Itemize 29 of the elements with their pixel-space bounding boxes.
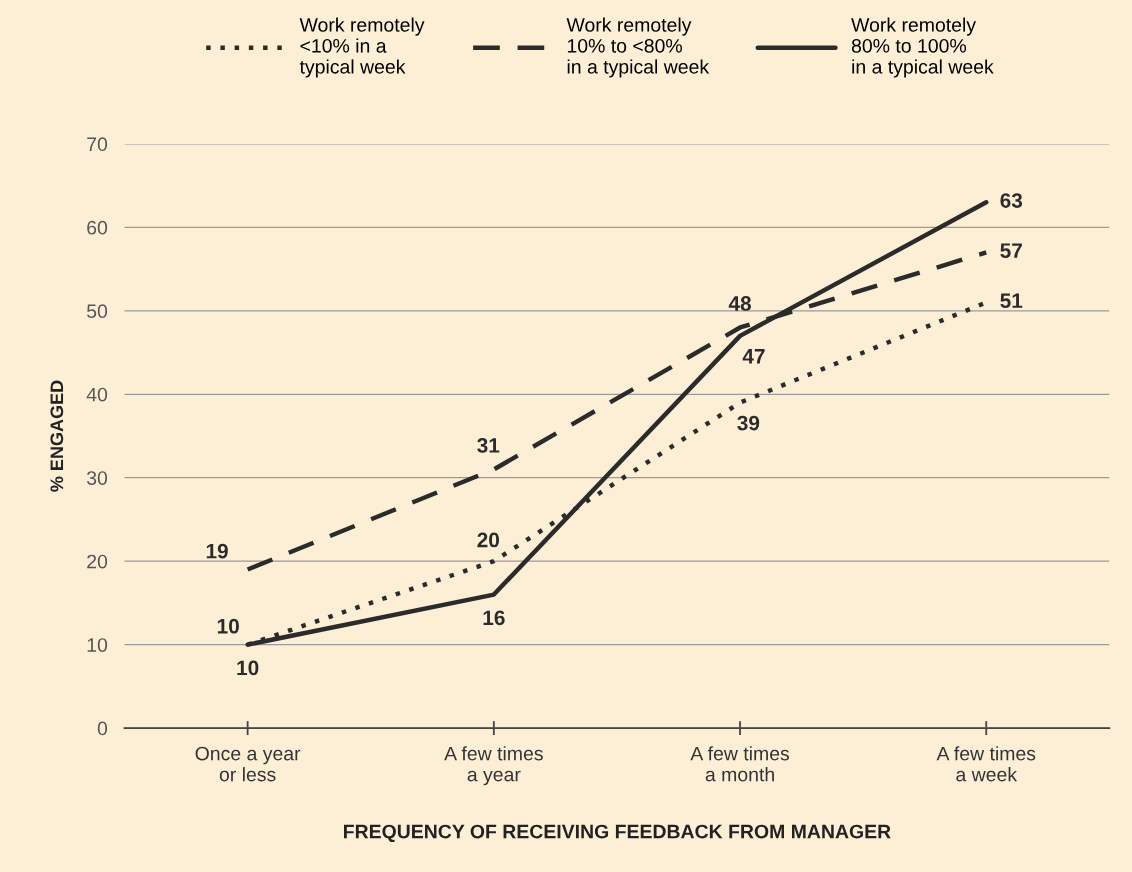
y-tick-label: 20 [87,554,108,569]
x-tick-label: A few times a month [690,746,790,782]
y-tick-label: 50 [87,304,108,319]
x-tick-label: A few times a year [444,746,543,786]
data-label: 10 [217,618,239,634]
y-tick-label: 60 [87,220,108,235]
x-axis-title: FREQUENCY OF RECEIVING FEEDBACK FROM MANAGER [344,824,891,843]
y-axis-title: % ENGAGED [50,380,64,492]
legend-label: Work remotely <10% in a typical week [299,17,425,78]
data-label: 19 [206,543,228,559]
y-tick-label: 30 [86,471,108,485]
y-tick-label: 70 [87,137,108,152]
data-label: 39 [737,415,760,431]
data-label: 10 [237,660,259,676]
data-label: 20 [477,532,500,548]
data-label: 31 [477,438,500,453]
x-tick-label: Once a year or less [195,746,301,782]
data-label: 51 [1000,293,1023,309]
data-label: 47 [742,349,765,364]
data-label: 57 [1000,243,1022,258]
data-label: 63 [1000,193,1023,208]
legend-label: Work remotely 10% to <80% in a typical week [566,17,710,78]
x-tick-label: A few times a week [936,746,1036,782]
data-label: 16 [483,610,505,626]
legend-label: Work remotely 80% to 100% in a typical week [851,17,994,78]
data-label: 48 [728,296,751,311]
y-tick-label: 10 [87,638,108,652]
y-tick-label: 40 [86,387,108,402]
y-tick-label: 0 [97,721,108,736]
